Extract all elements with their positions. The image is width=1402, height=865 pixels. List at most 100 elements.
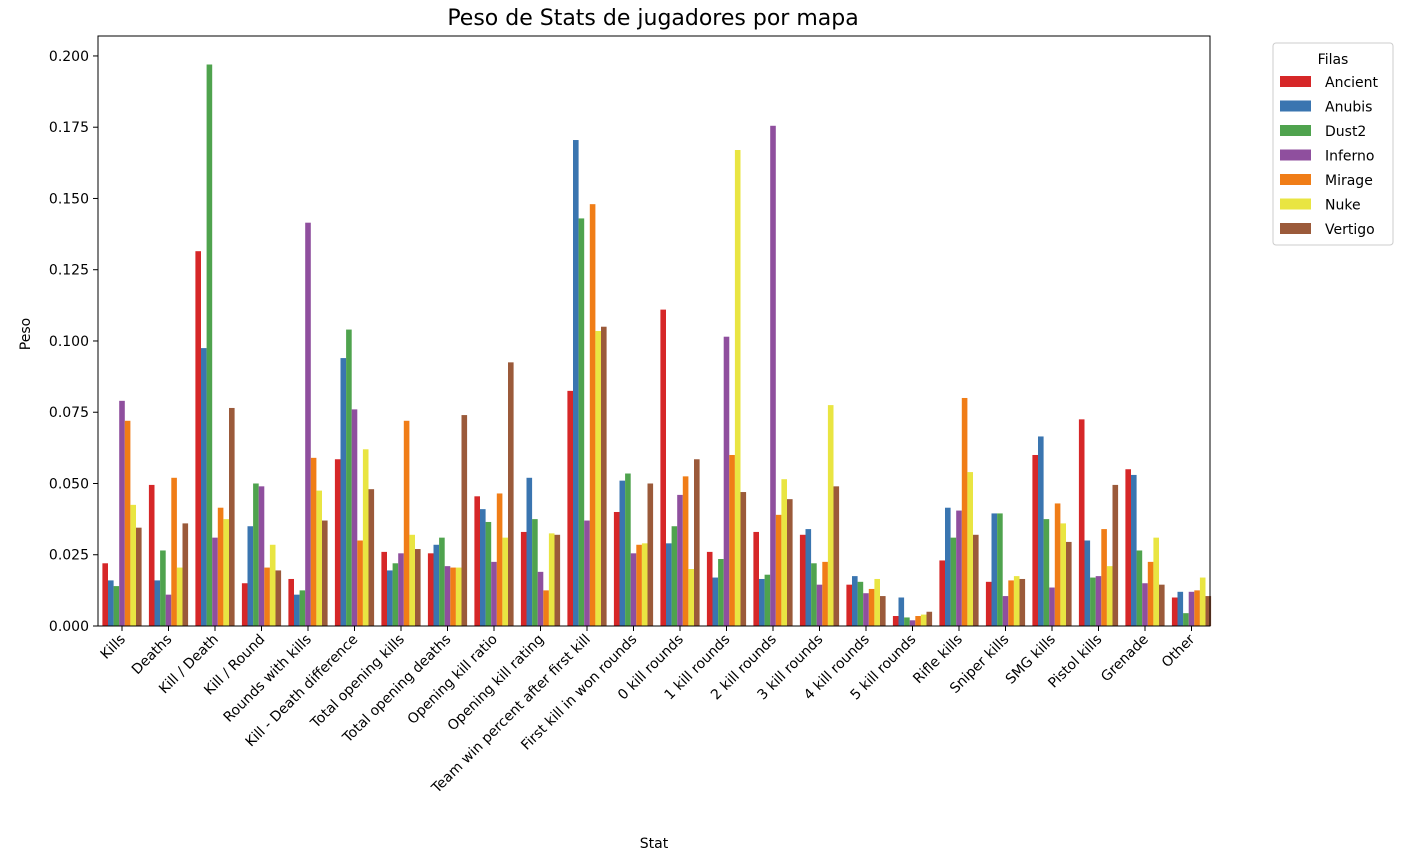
bar-mirage-5 bbox=[357, 540, 363, 626]
bar-mirage-0 bbox=[124, 420, 131, 626]
legend-label-vertigo: Vertigo bbox=[1325, 222, 1375, 238]
bar-ancient-1 bbox=[148, 484, 155, 626]
bar-inferno-7 bbox=[444, 566, 451, 626]
bar-inferno-6 bbox=[398, 553, 404, 626]
bar-anubis-6 bbox=[387, 570, 393, 626]
bar-nuke-16 bbox=[874, 578, 880, 626]
legend-title: Filas bbox=[1318, 52, 1349, 68]
bar-dust2-23 bbox=[1183, 613, 1189, 626]
plot-frame bbox=[97, 35, 1211, 627]
legend-swatch-inferno bbox=[1280, 149, 1311, 161]
bar-ancient-18 bbox=[939, 560, 945, 626]
bar-inferno-18 bbox=[956, 510, 962, 626]
bar-mirage-17 bbox=[915, 616, 921, 626]
bar-vertigo-11 bbox=[647, 483, 654, 626]
bar-mirage-21 bbox=[1101, 529, 1107, 626]
bar-mirage-22 bbox=[1147, 561, 1154, 626]
bar-inferno-13 bbox=[723, 336, 730, 626]
bar-inferno-10 bbox=[584, 520, 590, 626]
bar-inferno-21 bbox=[1095, 576, 1102, 626]
bar-dust2-7 bbox=[439, 537, 445, 626]
bar-dust2-14 bbox=[764, 574, 771, 626]
bar-mirage-7 bbox=[450, 567, 456, 626]
bar-vertigo-2 bbox=[229, 407, 235, 626]
x-tick-label: Kills bbox=[98, 632, 129, 663]
bar-dust2-5 bbox=[346, 329, 352, 626]
y-tick-label: 0.025 bbox=[49, 548, 89, 564]
bar-ancient-22 bbox=[1125, 469, 1131, 626]
bar-ancient-19 bbox=[985, 581, 992, 626]
bar-inferno-1 bbox=[165, 594, 172, 626]
x-axis-label: Stat bbox=[640, 836, 669, 852]
bar-anubis-15 bbox=[805, 529, 812, 626]
legend-swatch-dust2 bbox=[1280, 125, 1311, 136]
bar-ancient-6 bbox=[381, 551, 387, 626]
bar-nuke-22 bbox=[1153, 537, 1159, 626]
bar-inferno-3 bbox=[258, 486, 265, 626]
x-tick-label: Rounds with kills bbox=[221, 632, 315, 726]
bar-mirage-6 bbox=[403, 420, 410, 626]
bar-nuke-3 bbox=[269, 544, 276, 626]
bar-anubis-11 bbox=[619, 480, 626, 626]
bar-inferno-2 bbox=[212, 537, 218, 626]
bar-nuke-0 bbox=[130, 504, 136, 626]
bar-anubis-13 bbox=[712, 577, 719, 626]
bar-ancient-0 bbox=[102, 563, 108, 626]
bar-vertigo-21 bbox=[1112, 484, 1119, 626]
y-axis-ticks: 0.000 0.025 0.050 0.075 0.100 0.125 0.150 0.175… bbox=[49, 49, 98, 635]
chart-title: Peso de Stats de jugadores por mapa bbox=[447, 6, 858, 31]
bar-inferno-9 bbox=[537, 571, 544, 626]
bar-dust2-19 bbox=[997, 513, 1003, 626]
legend-items: Ancient Anubis Dust2 Inferno Mirage Nuke Verti… bbox=[1280, 75, 1379, 238]
bar-nuke-20 bbox=[1060, 523, 1066, 626]
bar-ancient-14 bbox=[753, 531, 759, 626]
bar-inferno-4 bbox=[305, 222, 311, 626]
bar-anubis-16 bbox=[852, 576, 858, 626]
bar-ancient-15 bbox=[799, 534, 806, 626]
bar-nuke-17 bbox=[920, 614, 927, 626]
bar-dust2-10 bbox=[578, 218, 585, 627]
bar-nuke-15 bbox=[827, 405, 834, 626]
legend-label-inferno: Inferno bbox=[1325, 149, 1375, 165]
bar-vertigo-9 bbox=[554, 534, 561, 626]
bar-anubis-7 bbox=[433, 544, 440, 626]
legend-label-mirage: Mirage bbox=[1325, 173, 1373, 189]
legend-frame bbox=[1272, 42, 1394, 246]
bar-mirage-11 bbox=[636, 544, 642, 626]
bar-nuke-10 bbox=[595, 331, 601, 626]
bar-dust2-4 bbox=[299, 590, 306, 626]
bar-ancient-2 bbox=[195, 251, 201, 626]
bar-vertigo-18 bbox=[973, 534, 979, 626]
bar-vertigo-6 bbox=[415, 549, 421, 626]
y-tick-label: 0.200 bbox=[49, 49, 89, 65]
bar-anubis-8 bbox=[480, 509, 486, 626]
bar-vertigo-15 bbox=[833, 486, 840, 626]
bar-ancient-3 bbox=[241, 583, 248, 626]
bar-mirage-16 bbox=[868, 588, 875, 626]
bar-mirage-3 bbox=[264, 567, 270, 626]
bar-ancient-4 bbox=[288, 578, 294, 626]
bar-nuke-8 bbox=[502, 537, 508, 626]
bar-anubis-10 bbox=[573, 140, 579, 626]
bar-nuke-9 bbox=[548, 533, 555, 626]
bar-vertigo-5 bbox=[368, 489, 375, 626]
bar-anubis-9 bbox=[526, 477, 533, 626]
bar-dust2-0 bbox=[113, 586, 120, 626]
bar-nuke-12 bbox=[688, 569, 694, 626]
bar-dust2-3 bbox=[253, 483, 259, 626]
bar-mirage-23 bbox=[1194, 590, 1200, 626]
bar-vertigo-16 bbox=[880, 596, 886, 626]
bar-anubis-4 bbox=[294, 594, 300, 626]
bar-mirage-13 bbox=[729, 454, 735, 626]
bar-vertigo-10 bbox=[601, 326, 607, 626]
legend-label-dust2: Dust2 bbox=[1325, 124, 1366, 140]
bar-dust2-20 bbox=[1043, 519, 1050, 626]
bar-inferno-16 bbox=[863, 593, 869, 626]
bar-inferno-17 bbox=[909, 620, 916, 626]
bar-vertigo-14 bbox=[787, 499, 793, 626]
bar-anubis-12 bbox=[666, 543, 672, 626]
legend-swatch-vertigo bbox=[1280, 223, 1311, 234]
bar-mirage-8 bbox=[496, 493, 503, 626]
bar-ancient-5 bbox=[334, 459, 341, 626]
y-tick-label: 0.075 bbox=[49, 405, 89, 421]
